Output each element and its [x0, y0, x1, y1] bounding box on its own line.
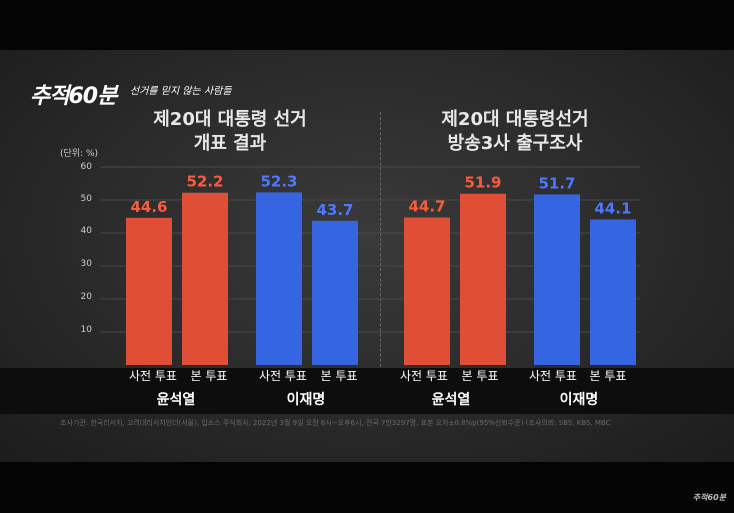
candidate-yoon-right: 윤석열 [431, 392, 471, 408]
left-chart-title: 제20대 대통령 선거 개표 결과 [140, 108, 320, 156]
x-label-right-lee-main: 본 투표 [589, 369, 627, 383]
bar-result-lee-3 [312, 220, 358, 365]
y-tick-label: 10 [80, 325, 92, 335]
top-letterbox [0, 0, 734, 50]
program-subtitle: 선거를 믿지 않는 사람들 [130, 86, 232, 97]
bar-exitpoll-yoon-1 [460, 193, 506, 365]
unit-label: (단위: %) [60, 149, 99, 159]
bar-value-label: 52.3 [260, 172, 297, 190]
right-chart-title-line1: 제20대 대통령선거 [441, 109, 589, 130]
label-band [0, 368, 734, 414]
x-label-left-yoon-main: 본 투표 [190, 369, 228, 383]
bar-value-label: 44.6 [130, 198, 167, 216]
x-label-left-lee-early: 사전 투표 [259, 369, 307, 383]
left-chart-title-line1: 제20대 대통령 선거 [153, 109, 307, 130]
program-logo: 추적60분 [30, 84, 117, 109]
left-chart-title-line2: 개표 결과 [193, 133, 267, 154]
bar-value-label: 51.9 [464, 174, 501, 192]
bar-value-label: 44.1 [594, 199, 631, 217]
bottom-letterbox [0, 462, 734, 513]
x-label-right-yoon-main: 본 투표 [461, 369, 499, 383]
chart-divider [380, 112, 381, 412]
candidate-yoon-left: 윤석열 [156, 392, 196, 408]
bar-exitpoll-lee-2 [534, 194, 580, 365]
bar-value-label: 51.7 [538, 174, 575, 192]
bar-value-label: 43.7 [316, 201, 353, 219]
x-label-right-lee-early: 사전 투표 [529, 369, 577, 383]
right-chart-title: 제20대 대통령선거 방송3사 출구조사 [420, 108, 610, 156]
bar-result-lee-2 [256, 192, 302, 365]
bar-exitpoll-yoon-0 [404, 217, 450, 365]
bar-result-yoon-1 [182, 192, 228, 365]
source-note: 조사기관: 한국리서치, 고려대리서치인더(서울), 입소스 주식회사, 202… [60, 419, 611, 427]
right-chart-title-line2: 방송3사 출구조사 [447, 133, 583, 154]
x-label-left-yoon-early: 사전 투표 [129, 369, 177, 383]
y-tick-label: 30 [80, 259, 92, 269]
candidate-lee-right: 이재명 [559, 392, 599, 408]
candidate-lee-left: 이재명 [286, 392, 326, 408]
y-tick-label: 50 [80, 194, 92, 204]
bar-value-label: 52.2 [186, 173, 223, 191]
x-label-right-yoon-early: 사전 투표 [400, 369, 448, 383]
bar-value-label: 44.7 [408, 197, 445, 215]
y-tick-label: 20 [80, 292, 92, 302]
y-tick-label: 40 [80, 226, 92, 236]
watermark-logo: 추적60분 [692, 493, 726, 502]
bar-result-yoon-0 [126, 217, 172, 365]
x-label-left-lee-main: 본 투표 [320, 369, 358, 383]
y-tick-label: 60 [80, 162, 92, 172]
bar-exitpoll-lee-3 [590, 219, 636, 365]
